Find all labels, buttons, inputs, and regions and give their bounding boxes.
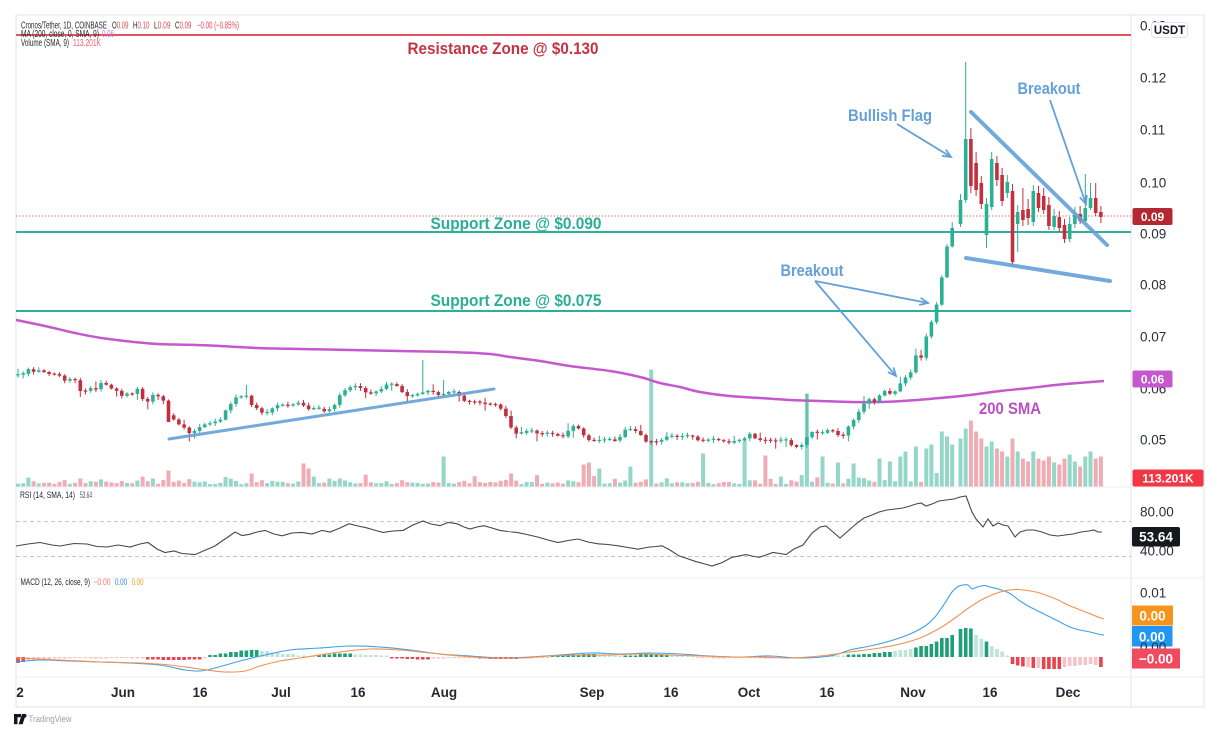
svg-text:0.00: 0.00 xyxy=(1139,609,1165,624)
svg-text:Dec: Dec xyxy=(1056,685,1081,700)
svg-text:Breakout: Breakout xyxy=(781,261,844,280)
svg-text:−0.00 (−0.85%): −0.00 (−0.85%) xyxy=(197,20,239,31)
svg-text:Aug: Aug xyxy=(431,685,457,700)
svg-text:MA (200, close, 0, SMA, 9): MA (200, close, 0, SMA, 9) xyxy=(21,29,99,40)
svg-text:0.00: 0.00 xyxy=(115,577,127,587)
svg-text:USDT: USDT xyxy=(1154,25,1185,37)
svg-text:113.201K: 113.201K xyxy=(73,38,101,49)
svg-text:0.10: 0.10 xyxy=(1140,176,1166,191)
svg-text:C0.09: C0.09 xyxy=(175,20,192,31)
svg-text:MACD (12, 26, close, 9): MACD (12, 26, close, 9) xyxy=(21,577,91,587)
svg-text:0.09: 0.09 xyxy=(1140,227,1166,242)
svg-text:TradingView: TradingView xyxy=(29,714,72,725)
svg-text:53.64: 53.64 xyxy=(1139,530,1173,545)
svg-text:0.09: 0.09 xyxy=(1141,210,1165,224)
svg-text:Breakout: Breakout xyxy=(1018,79,1081,98)
svg-text:Volume (SMA, 9): Volume (SMA, 9) xyxy=(21,38,69,49)
svg-text:0.00: 0.00 xyxy=(1139,630,1165,645)
svg-text:16: 16 xyxy=(350,685,366,700)
svg-text:0.11: 0.11 xyxy=(1140,123,1165,138)
svg-text:200 SMA: 200 SMA xyxy=(979,399,1041,418)
svg-text:16: 16 xyxy=(982,685,998,700)
svg-text:Sep: Sep xyxy=(580,685,605,700)
svg-text:Jul: Jul xyxy=(271,685,291,700)
svg-text:16: 16 xyxy=(663,685,679,700)
svg-text:−0.00: −0.00 xyxy=(94,577,111,587)
svg-text:2: 2 xyxy=(16,685,24,700)
svg-text:H0.10: H0.10 xyxy=(133,20,150,31)
svg-text:80.00: 80.00 xyxy=(1140,505,1174,520)
svg-text:16: 16 xyxy=(819,685,835,700)
svg-text:Resistance Zone @ $0.130: Resistance Zone @ $0.130 xyxy=(408,39,599,58)
svg-text:Support Zone @ $0.075: Support Zone @ $0.075 xyxy=(431,291,602,310)
svg-text:0.06: 0.06 xyxy=(102,29,114,40)
svg-text:−0.00: −0.00 xyxy=(1139,652,1173,667)
svg-text:Nov: Nov xyxy=(900,685,926,700)
svg-text:0.06: 0.06 xyxy=(1141,373,1165,387)
svg-text:0.00: 0.00 xyxy=(132,577,144,587)
svg-text:O0.09: O0.09 xyxy=(112,20,129,31)
svg-text:Support Zone @ $0.090: Support Zone @ $0.090 xyxy=(431,214,602,233)
svg-text:0.08: 0.08 xyxy=(1140,278,1166,293)
svg-text:RSI (14, SMA, 14): RSI (14, SMA, 14) xyxy=(20,490,75,500)
svg-text:0.05: 0.05 xyxy=(1140,433,1166,448)
svg-text:0.07: 0.07 xyxy=(1140,330,1166,345)
svg-text:Bullish Flag: Bullish Flag xyxy=(848,106,932,125)
svg-text:Oct: Oct xyxy=(738,685,761,700)
svg-text:0.01: 0.01 xyxy=(1140,586,1166,601)
svg-text:113.201K: 113.201K xyxy=(1142,472,1194,486)
svg-text:Cronos/Tether, 1D, COINBASE: Cronos/Tether, 1D, COINBASE xyxy=(21,20,107,31)
svg-text:40.00: 40.00 xyxy=(1140,544,1174,559)
svg-text:16: 16 xyxy=(192,685,208,700)
svg-text:Jun: Jun xyxy=(111,685,135,700)
svg-text:L0.09: L0.09 xyxy=(154,20,171,31)
svg-text:0.12: 0.12 xyxy=(1140,71,1166,86)
svg-text:53.64: 53.64 xyxy=(80,490,92,500)
